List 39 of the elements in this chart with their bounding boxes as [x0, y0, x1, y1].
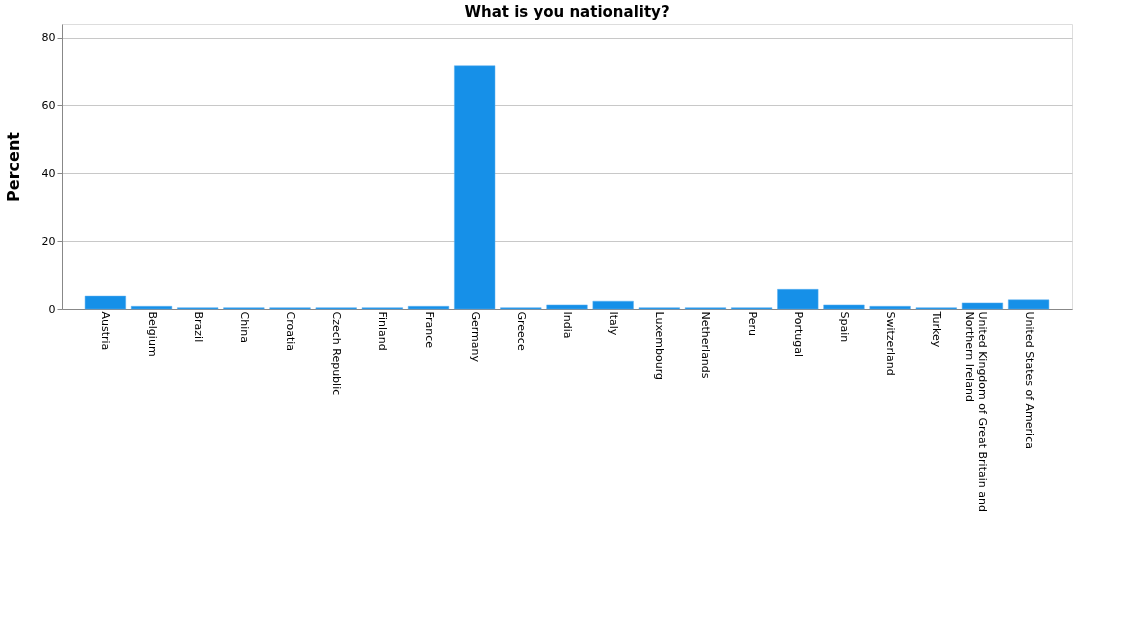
- x-tick-label: India: [561, 311, 574, 339]
- x-tick-label: Turkey: [930, 310, 944, 348]
- y-tick-label: 0: [48, 302, 56, 316]
- y-tick-label: 80: [41, 31, 56, 45]
- bar: [869, 306, 911, 310]
- bar: [407, 306, 450, 310]
- x-tick-label: Netherlands: [699, 311, 713, 379]
- y-tick-label: 60: [41, 98, 56, 112]
- x-tick-label: China: [237, 311, 251, 343]
- x-tick-label: Austria: [99, 311, 113, 351]
- x-tick-label: Italy: [607, 311, 621, 336]
- x-tick-label: France: [422, 311, 436, 349]
- bar: [546, 304, 588, 310]
- x-tick-label: Spain: [837, 311, 851, 343]
- bar: [961, 302, 1004, 310]
- x-tick-label: Germany: [468, 311, 482, 363]
- bar: [454, 65, 496, 310]
- x-tick-label: Czech Republic: [330, 311, 344, 396]
- x-tick-label: Croatia: [284, 311, 298, 352]
- bar: [130, 306, 173, 310]
- x-tick-label: Peru: [745, 311, 759, 337]
- x-tick-label: Finland: [376, 311, 390, 351]
- bar: [84, 295, 126, 310]
- x-tick-label: United States of America: [1022, 311, 1036, 449]
- bar: [592, 300, 634, 310]
- x-tick-label: Luxembourg: [653, 311, 667, 381]
- chart-title: What is you nationality?: [464, 3, 670, 21]
- x-tick-label: Portugal: [791, 311, 805, 358]
- x-tick-label: Greece: [514, 311, 528, 351]
- x-tick-label: Switzerland: [884, 311, 898, 376]
- bar: [777, 289, 819, 310]
- y-tick-label: 20: [41, 234, 56, 248]
- bar: [1008, 299, 1050, 310]
- x-tick-label: United Kingdom of Great Britain and Northern Ireland: [963, 311, 990, 512]
- y-tick-label: 40: [41, 166, 56, 180]
- bar: [823, 304, 865, 310]
- x-tick-label: Belgium: [145, 311, 159, 357]
- y-axis-title: Percent: [3, 131, 23, 202]
- x-tick-label: Brazil: [191, 311, 205, 343]
